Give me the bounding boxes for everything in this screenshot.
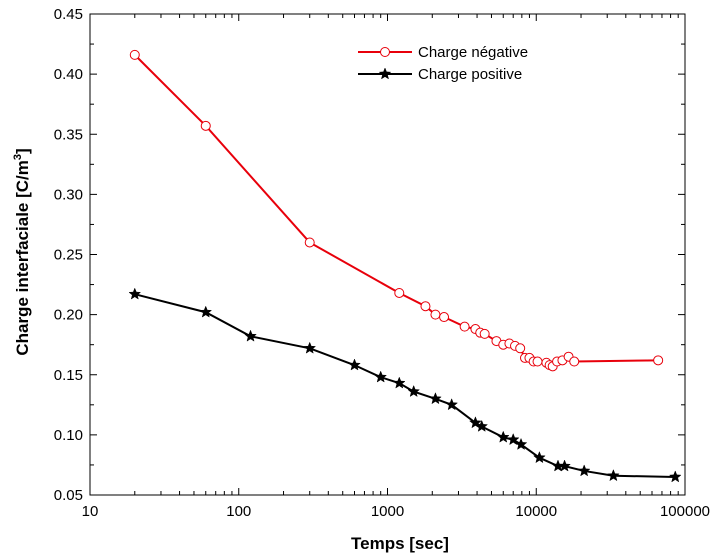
data-point — [653, 355, 664, 366]
x-axis-title: Temps [sec] — [351, 534, 449, 553]
data-point — [380, 47, 390, 57]
legend-label: Charge négative — [418, 44, 528, 61]
x-tick-label: 1000 — [371, 503, 404, 520]
data-point — [533, 451, 546, 464]
data-point — [348, 358, 361, 371]
data-point — [479, 328, 490, 339]
data-point — [392, 376, 406, 389]
y-axis-title-tail: ] — [13, 148, 32, 154]
data-point — [374, 370, 388, 383]
data-point — [407, 384, 421, 397]
y-tick-label: 0.35 — [54, 126, 83, 143]
y-axis-title: Charge interfaciale [C/m3] — [12, 148, 32, 355]
data-point — [459, 321, 470, 332]
y-tick-label: 0.05 — [54, 487, 83, 504]
y-tick-label: 0.40 — [54, 66, 83, 83]
data-point — [439, 312, 450, 323]
y-tick-label: 0.45 — [54, 6, 83, 23]
y-tick-label: 0.25 — [54, 247, 83, 264]
y-tick-label: 0.15 — [54, 367, 83, 384]
axis-ticks: 10 100 1000 10000 100000 0.05 0.10 0.15 0.20 0.25… — [54, 6, 710, 520]
data-point — [569, 356, 580, 367]
data-point — [378, 67, 392, 80]
data-point — [420, 301, 431, 312]
data-point — [244, 329, 257, 342]
data-point — [445, 398, 459, 411]
data-point — [558, 459, 571, 472]
data-point — [532, 356, 543, 367]
y-tick-label: 0.20 — [54, 307, 83, 324]
data-point — [496, 430, 510, 443]
legend-label: Charge positive — [418, 66, 522, 83]
data-point — [469, 416, 482, 429]
x-tick-label: 100000 — [660, 503, 710, 520]
series-layer — [128, 49, 682, 483]
data-point — [303, 341, 317, 354]
data-point — [506, 433, 520, 446]
data-point — [200, 120, 211, 131]
x-tick-label: 100 — [226, 503, 251, 520]
data-point — [394, 287, 405, 298]
y-tick-label: 0.10 — [54, 427, 83, 444]
legend: Charge négative Charge positive — [358, 44, 528, 83]
data-point — [577, 464, 591, 477]
data-point — [668, 470, 682, 483]
y-axis-title-main: Charge interfaciale [C/m — [13, 160, 32, 356]
series-1 — [129, 49, 664, 372]
data-point — [515, 343, 526, 354]
x-tick-label: 10 — [82, 503, 99, 520]
data-point — [514, 437, 528, 450]
data-point — [199, 305, 213, 318]
data-point — [475, 419, 489, 432]
y-axis-title-superscript: 3 — [12, 154, 24, 160]
data-point — [430, 309, 441, 320]
data-point — [429, 392, 442, 405]
y-tick-label: 0.30 — [54, 186, 83, 203]
series-2 — [128, 287, 682, 483]
x-tick-label: 10000 — [515, 503, 557, 520]
data-point — [607, 469, 620, 482]
data-point — [128, 287, 142, 300]
data-point — [304, 237, 315, 248]
data-point — [129, 49, 140, 60]
